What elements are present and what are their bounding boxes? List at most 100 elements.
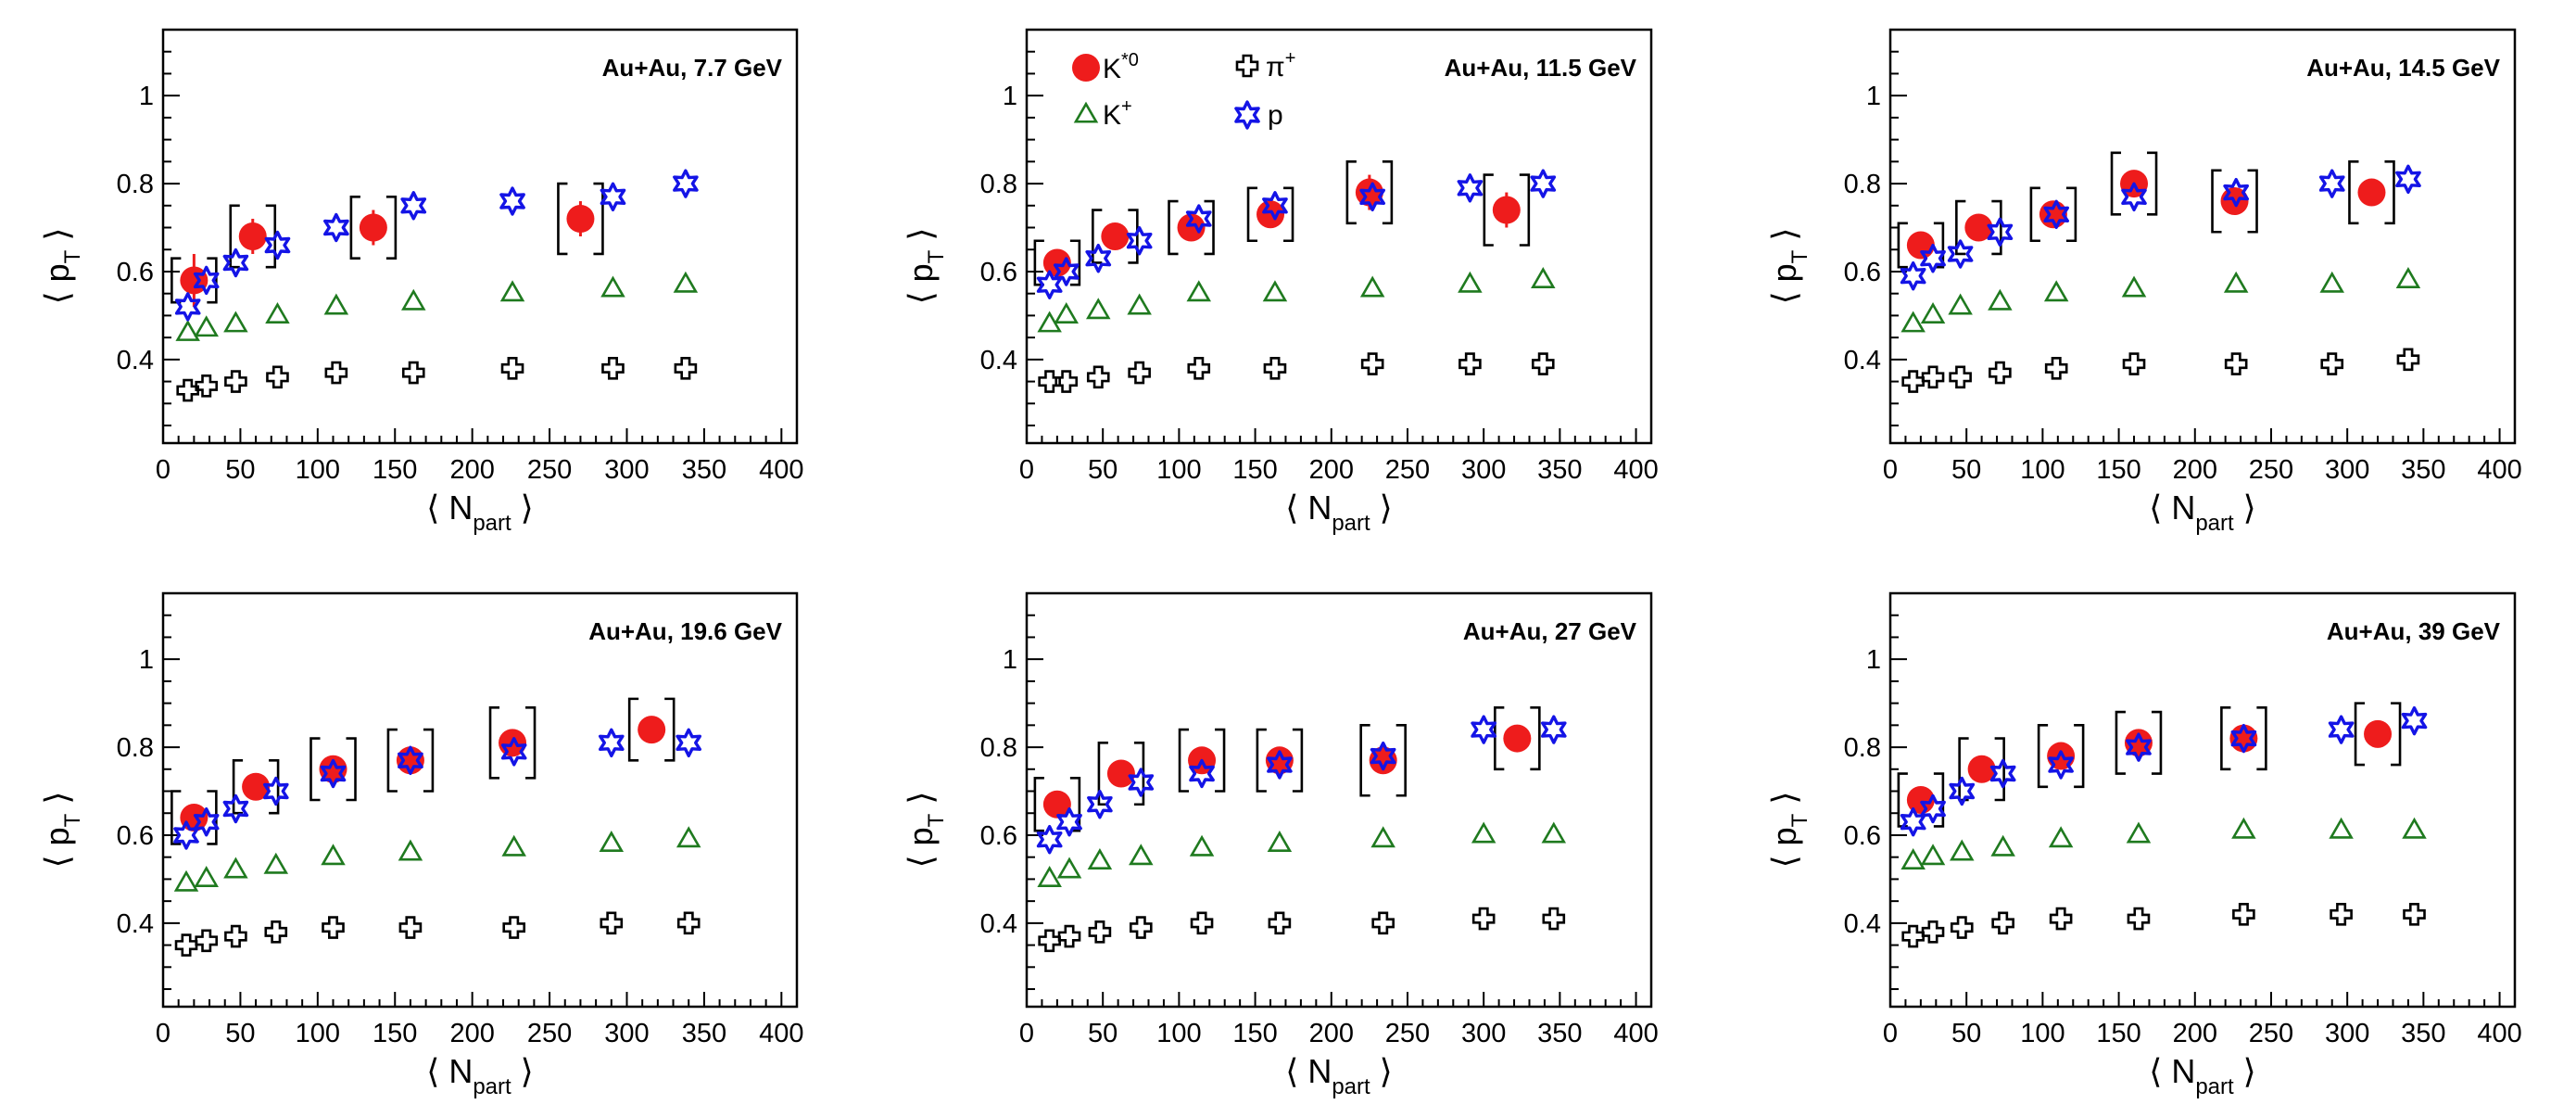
y-tick-label: 0.8 [1844,733,1881,763]
series-kplus [1037,267,1556,333]
y-tick-label: 0.6 [980,258,1017,287]
plot-frame [161,28,799,445]
data-point [566,205,595,234]
data-point [673,169,699,198]
x-tick-label: 50 [225,1019,255,1048]
y-tick-label: 0.8 [980,733,1017,763]
sys-error-bracket [2211,169,2258,234]
data-point [1987,217,2014,247]
data-point [1359,275,1385,298]
data-point [1037,311,1062,333]
plot-frame [161,591,799,1009]
series-kplus [1037,821,1567,887]
data-point [1185,204,1212,234]
series-proton [1036,169,1557,299]
y-tick-label: 0.6 [117,258,154,287]
sys-error-bracket [349,195,398,260]
data-point [1991,911,2014,935]
data-point [1262,280,1288,302]
data-point [263,776,289,806]
data-point [1359,182,1386,212]
series-proton [1900,705,2428,837]
data-point [1038,929,1061,953]
x-axis-title: ⟨ Npart ⟩ [426,489,533,536]
legend-label-proton: p [1268,100,1283,131]
data-point [1458,271,1483,293]
sys-error-bracket [1256,728,1304,793]
data-point [359,213,387,242]
x-tick-label: 100 [296,1019,340,1048]
y-axis-title: ⟨ pT ⟩ [1765,228,1812,305]
sys-error-bracket [2348,160,2395,225]
sys-error-bracket [1955,199,2002,256]
y-axis-title: ⟨ pT ⟩ [38,792,85,869]
data-point [2047,742,2076,770]
series-proton [174,169,699,322]
y-tick-label: 1 [1866,645,1881,675]
x-tick-label: 100 [1156,455,1201,485]
series-kplus [1900,817,2427,869]
data-point [1037,865,1062,887]
series-proton [1900,164,2421,291]
data-point [600,275,625,298]
sys-error-bracket [1897,222,1945,269]
data-point [1503,724,1532,753]
data-point [1949,776,1976,806]
x-tick-label: 0 [1883,1019,1898,1048]
data-point [1531,352,1555,375]
data-point [193,807,220,837]
data-point [2043,280,2069,302]
data-point [264,230,291,260]
data-point [1371,911,1395,935]
data-point [1256,200,1285,229]
data-point [500,357,524,380]
y-tick-label: 0.6 [1844,821,1881,851]
legend: K*0 π+ K+ p [1072,48,1295,131]
x-tick-label: 200 [1309,455,1354,485]
x-axis-title: ⟨ Npart ⟩ [426,1052,533,1099]
data-point [265,301,290,324]
data-point [1053,257,1080,286]
x-tick-label: 400 [1613,1019,1658,1048]
data-point [2395,164,2421,195]
data-point [2127,907,2151,931]
data-point [1086,365,1110,389]
data-point [175,319,200,341]
series-kplus [173,826,701,892]
y-axis-title: ⟨ pT ⟩ [902,792,949,869]
sys-error-bracket [2115,710,2163,775]
data-point [1541,821,1567,844]
series-kplus [1900,267,2421,333]
panel-5: 0 50 100 150 200 250 300 350 400 0.4 0.6 0.8 1 ⟨ Npar… [902,591,1659,1099]
x-tick-label: 400 [1613,455,1658,485]
panel-3: 0 50 100 150 200 250 300 350 400 0.4 0.6 0.8 1 ⟨ Npar… [1765,28,2522,536]
data-point [401,288,426,311]
series-pion [1901,348,2420,393]
y-axis-title: ⟨ pT ⟩ [38,228,85,305]
series-pion [176,357,698,402]
x-tick-label: 350 [682,1019,726,1048]
sys-error-bracket [1246,186,1294,243]
sys-error-bracket [1178,728,1226,793]
data-point [401,361,425,385]
data-point [1056,807,1082,837]
data-point [194,865,219,887]
y-tick-label: 0.8 [1844,170,1881,199]
x-tick-label: 150 [2096,455,2140,485]
data-point [194,315,219,337]
series-kstar [1897,702,2402,828]
x-tick-label: 300 [604,455,649,485]
sys-error-bracket [2220,706,2267,771]
y-tick-label: 0.4 [980,346,1017,375]
x-tick-label: 350 [1537,1019,1582,1048]
data-point [2318,169,2345,198]
data-point [1054,370,1079,393]
sys-error-bracket [2110,151,2158,216]
x-tick-label: 300 [2325,455,2369,485]
data-point [1036,825,1063,855]
data-point [398,916,423,939]
sys-error-bracket [1345,160,1394,225]
data-point [1189,834,1215,857]
legend-marker-kstar [1072,54,1100,82]
x-tick-label: 300 [1461,455,1506,485]
